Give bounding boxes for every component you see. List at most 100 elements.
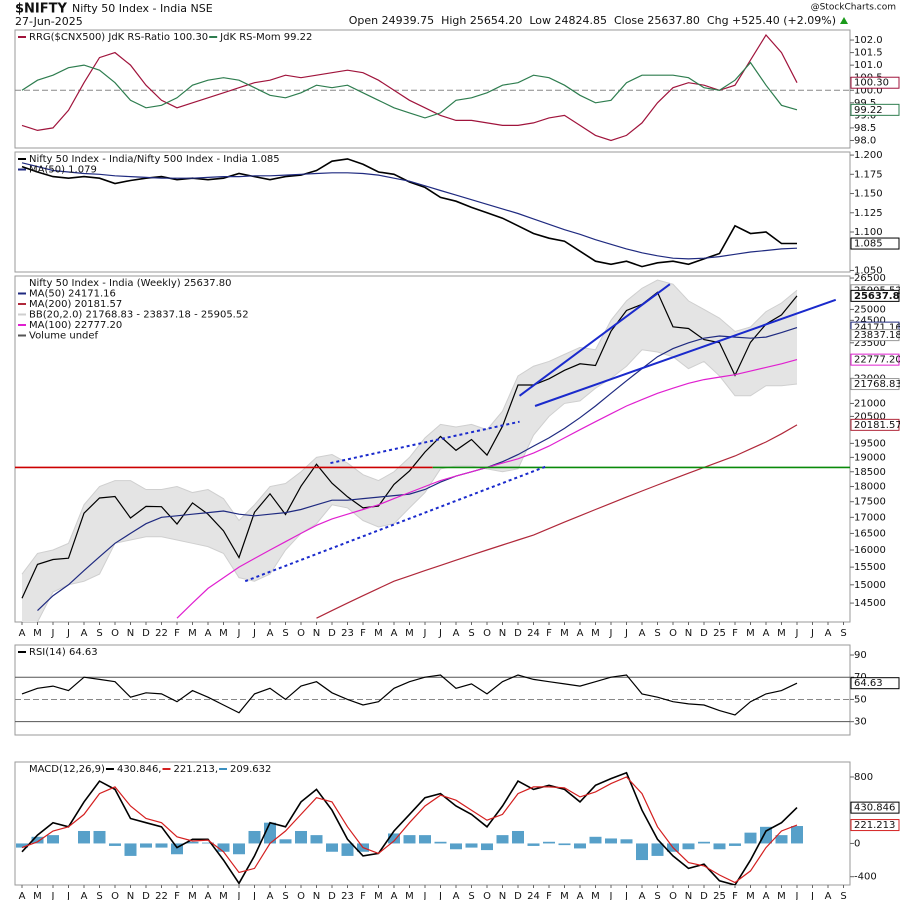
- histogram-bar: [31, 836, 44, 844]
- x-tick-label: M: [405, 891, 414, 900]
- trendline: [534, 298, 837, 407]
- x-tick-label: O: [297, 628, 305, 639]
- y-tick-label: 1.200: [854, 150, 883, 161]
- instrument-name: Nifty 50 Index - India NSE: [72, 2, 213, 15]
- x-tick-label: M: [219, 891, 228, 900]
- histogram-bar: [791, 826, 803, 844]
- histogram-bar: [217, 843, 230, 852]
- histogram-bar: [155, 843, 168, 848]
- x-tick-label: A: [19, 628, 26, 639]
- histogram-bar: [558, 843, 571, 846]
- x-tick-label: N: [313, 628, 320, 639]
- x-tick-label: J: [609, 891, 613, 900]
- histogram-bar: [16, 843, 28, 848]
- x-tick-label: M: [33, 628, 42, 639]
- trendline: [330, 420, 520, 465]
- y-tick-label: 1.150: [854, 189, 883, 200]
- price-label-box: [850, 289, 900, 302]
- x-tick-label: N: [499, 628, 506, 639]
- x-tick-label: M: [374, 891, 383, 900]
- x-tick-label: D: [700, 628, 708, 639]
- y-tick-label: 23500: [854, 338, 886, 349]
- histogram-bar: [636, 843, 648, 861]
- legend-label: Nifty 50 Index - India/Nifty 500 Index -…: [29, 154, 280, 165]
- x-tick-label: S: [282, 628, 288, 639]
- x-tick-label: M: [777, 891, 786, 900]
- x-tick-label: S: [654, 891, 660, 900]
- x-tick-label: 25: [713, 891, 726, 900]
- x-tick-label: A: [391, 891, 398, 900]
- x-tick-label: J: [438, 891, 442, 900]
- x-tick-label: M: [219, 628, 228, 639]
- x-tick-label: D: [328, 891, 336, 900]
- legend-label: 430.846,: [117, 764, 162, 775]
- histogram-bar: [109, 843, 121, 846]
- x-tick-label: F: [546, 891, 552, 900]
- series-line: [21, 674, 798, 716]
- panel-frame: [14, 275, 851, 623]
- histogram-bar: [496, 835, 509, 844]
- y-tick-label: 30: [854, 717, 867, 728]
- x-tick-label: F: [732, 628, 738, 639]
- histogram-bar: [481, 843, 493, 851]
- histogram-bar: [713, 843, 726, 850]
- panel: [15, 279, 850, 622]
- price-label: 20181.57: [854, 420, 900, 431]
- x-tick-label: J: [51, 891, 55, 900]
- x-tick-label: F: [174, 628, 180, 639]
- x-tick-label: D: [514, 891, 522, 900]
- y-tick-label: 24500: [854, 315, 886, 326]
- legend-label: RSI(14) 64.63: [29, 647, 98, 658]
- x-tick-label: M: [591, 628, 600, 639]
- x-tick-label: A: [453, 891, 460, 900]
- x-tick-label: F: [174, 891, 180, 900]
- legend-label: MA(50) 1.079: [29, 165, 97, 176]
- histogram-bar: [388, 833, 400, 844]
- price-label-box: [850, 677, 900, 690]
- x-tick-label: J: [423, 891, 427, 900]
- x-tick-label: A: [267, 628, 274, 639]
- histogram-bar: [202, 842, 214, 844]
- series-line: [21, 776, 798, 884]
- x-tick-label: N: [127, 628, 134, 639]
- histogram-bar: [419, 835, 431, 844]
- histogram-bar: [620, 839, 633, 844]
- x-tick-label: O: [483, 628, 491, 639]
- price-label-box: [850, 103, 900, 116]
- y-tick-label: 800: [854, 772, 873, 783]
- x-tick-label: O: [111, 628, 119, 639]
- x-tick-label: J: [51, 628, 55, 639]
- x-tick-label: N: [685, 891, 692, 900]
- legend-label: MACD(12,26,9): [29, 764, 105, 775]
- histogram-bar: [279, 839, 292, 844]
- panel: [21, 158, 798, 268]
- x-tick-label: M: [374, 628, 383, 639]
- x-tick-label: M: [560, 891, 569, 900]
- y-tick-label: 1.125: [854, 208, 883, 219]
- x-tick-label: A: [577, 628, 584, 639]
- price-label: 100.30: [854, 78, 889, 89]
- x-tick-label: J: [66, 628, 70, 639]
- x-tick-label: A: [205, 891, 212, 900]
- y-tick-label: 1.100: [854, 227, 883, 238]
- y-tick-label: 1.050: [854, 265, 883, 276]
- histogram-bar: [543, 841, 555, 844]
- legend-label: 221.213,: [173, 764, 218, 775]
- price-label: 23837.18: [854, 330, 900, 341]
- x-tick-label: M: [188, 628, 197, 639]
- x-tick-label: A: [81, 891, 88, 900]
- histogram-bar: [729, 843, 741, 846]
- price-label: 24171.16: [854, 323, 900, 334]
- histogram-bar: [124, 843, 137, 856]
- price-label-box: [850, 353, 900, 366]
- series-line: [21, 33, 798, 142]
- histogram-bar: [233, 843, 245, 855]
- price-label: 430.846: [854, 803, 895, 814]
- y-tick-label: 101.0: [854, 60, 883, 71]
- x-tick-label: M: [746, 891, 755, 900]
- x-tick-label: J: [795, 628, 799, 639]
- legend-label: Volume undef: [29, 331, 99, 342]
- panel-frame: [14, 151, 851, 273]
- x-tick-label: O: [669, 628, 677, 639]
- x-tick-label: M: [591, 891, 600, 900]
